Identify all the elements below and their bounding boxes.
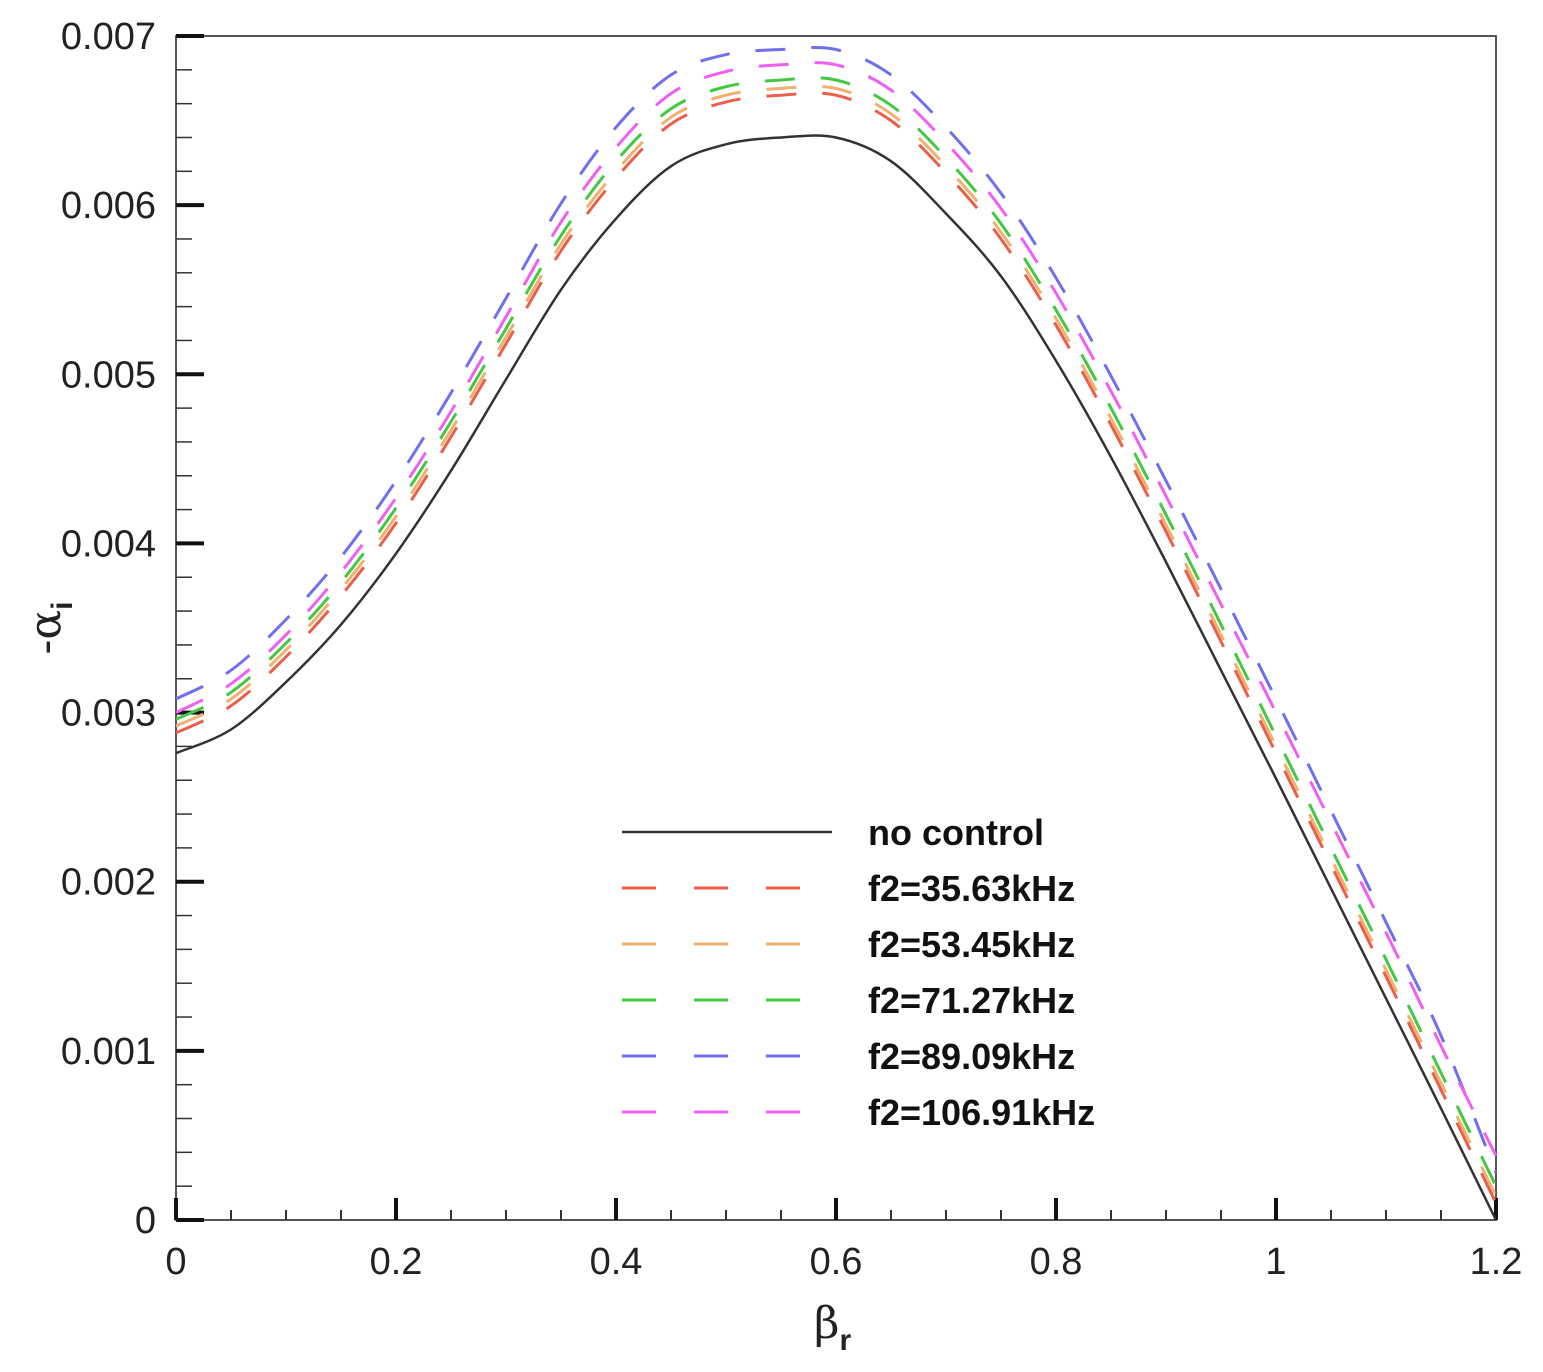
legend-label-5: f2=106.91kHz: [868, 1092, 1095, 1133]
legend-label-3: f2=71.27kHz: [868, 980, 1075, 1021]
x-tick-labels: 0 0.2 0.4 0.6 0.8 1 1.2: [165, 1241, 1522, 1283]
x-axis-title: βr: [814, 1298, 851, 1357]
x-tick-label: 0: [165, 1241, 186, 1283]
major-ticks: [174, 34, 1498, 1222]
x-tick-label: 0.8: [1030, 1241, 1083, 1283]
plot-frame: [175, 35, 1497, 1221]
x-axis-title-main: β: [814, 1298, 839, 1349]
series-line-5: [175, 61, 1498, 1157]
y-tick-label: 0.004: [61, 523, 156, 565]
y-tick-labels: 0 0.001 0.002 0.003 0.004 0.005 0.006 0.007: [61, 16, 156, 1242]
legend-label-0: no control: [868, 812, 1044, 853]
minor-ticks: [176, 69, 1442, 1220]
legend-label-1: f2=35.63kHz: [868, 868, 1075, 909]
x-tick-label: 0.4: [590, 1241, 643, 1283]
x-tick-label: 1.2: [1470, 1241, 1523, 1283]
legend: no control f2=35.63kHz f2=53.45kHz f2=71.27…: [622, 812, 1095, 1133]
y-tick-label: 0.003: [61, 693, 156, 735]
series-line-2: [175, 84, 1498, 1197]
series-line-1: [175, 91, 1498, 1204]
y-tick-label: 0.006: [61, 185, 156, 227]
y-tick-label: 0.007: [61, 16, 156, 58]
legend-label-2: f2=53.45kHz: [868, 924, 1075, 965]
y-axis-title-main: -α: [20, 610, 71, 655]
x-tick-label: 1: [1265, 1241, 1286, 1283]
y-tick-label: 0.002: [61, 862, 156, 904]
y-tick-label: 0.001: [61, 1031, 156, 1073]
series-line-3: [175, 76, 1498, 1187]
y-tick-label: 0: [135, 1200, 156, 1242]
series-lines: [175, 45, 1498, 1221]
x-tick-label: 0.2: [370, 1241, 423, 1283]
legend-label-4: f2=89.09kHz: [868, 1036, 1075, 1077]
x-axis-title-sub: r: [839, 1324, 851, 1357]
series-line-4: [175, 45, 1498, 1174]
y-axis-title-sub: i: [46, 602, 79, 610]
y-tick-label: 0.005: [61, 354, 156, 396]
y-axis-title: -αi: [20, 602, 79, 655]
x-tick-label: 0.6: [810, 1241, 863, 1283]
series-line-0: [175, 134, 1498, 1221]
